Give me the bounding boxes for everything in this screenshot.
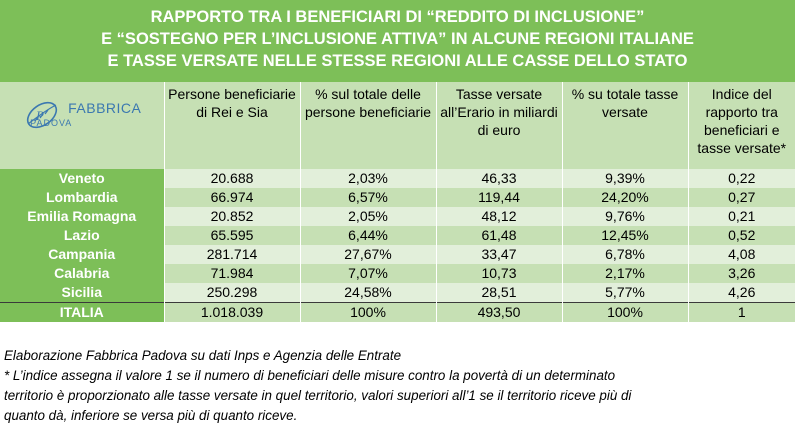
logo-sub: PADOVA [30,118,73,128]
cell-tasse: 119,44 [436,188,563,207]
header-pct-beneficiari: % sul totale delle persone beneficiarie [300,82,437,169]
header-row: P FABBRICA PADOVA Persone beneficiarie d… [0,82,795,169]
cell-pct-tasse: 12,45% [562,226,689,245]
region-name: Veneto [0,169,165,188]
table-row: Campania 281.714 27,67% 33,47 6,78% 4,08 [0,245,795,264]
cell-indice: 0,52 [688,226,795,245]
cell-pct-beneficiari: 2,05% [300,207,437,226]
cell-beneficiari: 250.298 [164,283,301,303]
cell-tasse: 48,12 [436,207,563,226]
cell-tasse: 46,33 [436,169,563,188]
cell-tasse: 28,51 [436,283,563,303]
table-row: Lazio 65.595 6,44% 61,48 12,45% 0,52 [0,226,795,245]
region-name: Emilia Romagna [0,207,165,226]
cell-pct-beneficiari: 6,44% [300,226,437,245]
cell-pct-tasse: 2,17% [562,264,689,283]
cell-beneficiari: 281.714 [164,245,301,264]
cell-beneficiari: 65.595 [164,226,301,245]
table-row: Sicilia 250.298 24,58% 28,51 5,77% 4,26 [0,283,795,303]
cell-pct-tasse: 6,78% [562,245,689,264]
table-row: Calabria 71.984 7,07% 10,73 2,17% 3,26 [0,264,795,283]
cell-beneficiari: 20.852 [164,207,301,226]
cell-pct-tasse: 100% [562,302,689,322]
cell-pct-tasse: 24,20% [562,188,689,207]
cell-beneficiari: 66.974 [164,188,301,207]
footnote-line-1: * L’indice assegna il valore 1 se il num… [4,368,616,383]
table-row: Veneto 20.688 2,03% 46,33 9,39% 0,22 [0,169,795,188]
region-name: ITALIA [0,302,165,322]
cell-indice: 0,21 [688,207,795,226]
cell-beneficiari: 20.688 [164,169,301,188]
cell-pct-beneficiari: 24,58% [300,283,437,303]
cell-pct-beneficiari: 27,67% [300,245,437,264]
title-band: RAPPORTO TRA I BENEFICIARI DI “REDDITO D… [0,0,795,82]
region-name: Sicilia [0,283,165,303]
cell-pct-beneficiari: 100% [300,302,437,322]
fabbrica-padova-logo: P FABBRICA PADOVA [0,95,164,135]
header-indice: Indice del rapporto tra beneficiari e ta… [688,82,795,169]
footnote-line-3: quanto dà, inferiore se versa più di qua… [4,408,298,423]
cell-indice: 3,26 [688,264,795,283]
cell-pct-tasse: 9,76% [562,207,689,226]
title-line-2: E “SOSTEGNO PER L’INCLUSIONE ATTIVA” IN … [101,30,694,48]
data-table: P FABBRICA PADOVA Persone beneficiarie d… [0,82,795,322]
cell-tasse: 493,50 [436,302,563,322]
cell-beneficiari: 1.018.039 [164,302,301,322]
cell-pct-beneficiari: 2,03% [300,169,437,188]
cell-indice: 4,26 [688,283,795,303]
header-pct-tasse: % su totale tasse versate [562,82,689,169]
cell-pct-beneficiari: 6,57% [300,188,437,207]
source-note: Elaborazione Fabbrica Padova su dati Inp… [4,348,402,363]
notes: Elaborazione Fabbrica Padova su dati Inp… [4,346,792,426]
region-name: Lombardia [0,188,165,207]
cell-indice: 4,08 [688,245,795,264]
cell-tasse: 10,73 [436,264,563,283]
table-row: Lombardia 66.974 6,57% 119,44 24,20% 0,2… [0,188,795,207]
table-row: Emilia Romagna 20.852 2,05% 48,12 9,76% … [0,207,795,226]
cell-indice: 0,22 [688,169,795,188]
svg-text:P: P [35,108,44,123]
title-line-3: E TASSE VERSATE NELLE STESSE REGIONI ALL… [107,52,688,70]
cell-pct-tasse: 9,39% [562,169,689,188]
cell-indice: 0,27 [688,188,795,207]
footnote-line-2: territorio è proporzionato alle tasse ve… [4,388,632,403]
rugby-ball-icon: P [27,101,58,128]
header-beneficiari: Persone beneficiarie di Rei e Sia [164,82,301,169]
region-name: Lazio [0,226,165,245]
cell-pct-beneficiari: 7,07% [300,264,437,283]
header-tasse: Tasse versate all’Erario in miliardi di … [436,82,563,169]
logo-cell: P FABBRICA PADOVA [0,82,165,169]
title-line-1: RAPPORTO TRA I BENEFICIARI DI “REDDITO D… [150,8,645,26]
region-name: Campania [0,245,165,264]
total-row: ITALIA 1.018.039 100% 493,50 100% 1 [0,302,795,322]
cell-pct-tasse: 5,77% [562,283,689,303]
cell-beneficiari: 71.984 [164,264,301,283]
cell-tasse: 33,47 [436,245,563,264]
cell-indice: 1 [688,302,795,322]
logo-word: FABBRICA [68,100,142,116]
region-name: Calabria [0,264,165,283]
cell-tasse: 61,48 [436,226,563,245]
